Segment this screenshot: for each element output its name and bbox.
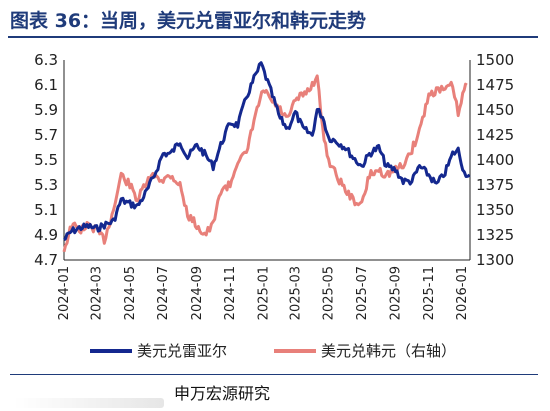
y-left-tick-labels: 6.3 6.1 5.9 5.7 5.5 5.3 5.1 4.9 4.7 <box>34 51 58 269</box>
legend-label-krw: 美元兑韩元（右轴） <box>321 342 456 360</box>
y-left-tick-label: 4.7 <box>34 251 58 269</box>
x-tick-label: 2025-11 <box>422 266 437 320</box>
y-right-tick-label: 1400 <box>476 151 514 169</box>
y-left-tick-label: 5.1 <box>34 201 58 219</box>
x-tick-label: 2025-05 <box>322 266 337 320</box>
series-line-krw <box>62 74 468 253</box>
y-right-tick-label: 1350 <box>476 201 514 219</box>
legend-label-brl: 美元兑雷亚尔 <box>137 342 227 360</box>
y-right-tick-label: 1300 <box>476 251 514 269</box>
x-tick-label: 2024-09 <box>190 266 205 320</box>
y-left-tick-label: 6.3 <box>34 51 58 69</box>
y-right-tick-label: 1475 <box>476 76 514 94</box>
footer-divider <box>10 374 538 375</box>
x-tick-label: 2024-05 <box>123 266 138 320</box>
legend: 美元兑雷亚尔 美元兑韩元（右轴） <box>90 342 456 360</box>
y-right-tick-label: 1425 <box>476 126 514 144</box>
y-left-tick-label: 5.7 <box>34 126 58 144</box>
source-label: 申万宏源研究 <box>174 384 271 403</box>
series-line-brl <box>63 61 471 242</box>
x-tick-label: 2025-01 <box>256 266 271 320</box>
y-right-tick-labels: 1500 1475 1450 1425 1400 1375 1350 1325 1300 <box>476 51 514 269</box>
x-tick-label: 2025-03 <box>288 266 303 320</box>
x-tick-label: 2025-07 <box>355 266 370 320</box>
footer-decoration <box>14 398 164 408</box>
x-tick-label: 2024-01 <box>57 266 72 320</box>
x-tick-labels: 2024-01 2024-03 2024-05 2024-07 2024-09 2024-… <box>57 266 470 320</box>
y-right-tick-label: 1450 <box>476 101 514 119</box>
y-right-tick-label: 1325 <box>476 226 514 244</box>
x-tick-label: 2024-11 <box>223 266 238 320</box>
x-tick-label: 2024-03 <box>90 266 105 320</box>
x-tick-label: 2024-07 <box>156 266 171 320</box>
y-right-tick-label: 1375 <box>476 176 514 194</box>
x-tick-label: 2026-01 <box>455 266 470 320</box>
title-divider <box>8 36 538 38</box>
x-tick-label: 2025-09 <box>389 266 404 320</box>
y-left-tick-label: 6.1 <box>34 76 58 94</box>
chart-title: 图表 36：当周，美元兑雷亚尔和韩元走势 <box>10 10 367 32</box>
y-right-tick-label: 1500 <box>476 51 514 69</box>
y-left-tick-label: 5.5 <box>34 151 58 169</box>
y-left-tick-label: 5.3 <box>34 176 58 194</box>
y-left-tick-label: 4.9 <box>34 226 58 244</box>
y-left-tick-label: 5.9 <box>34 101 58 119</box>
